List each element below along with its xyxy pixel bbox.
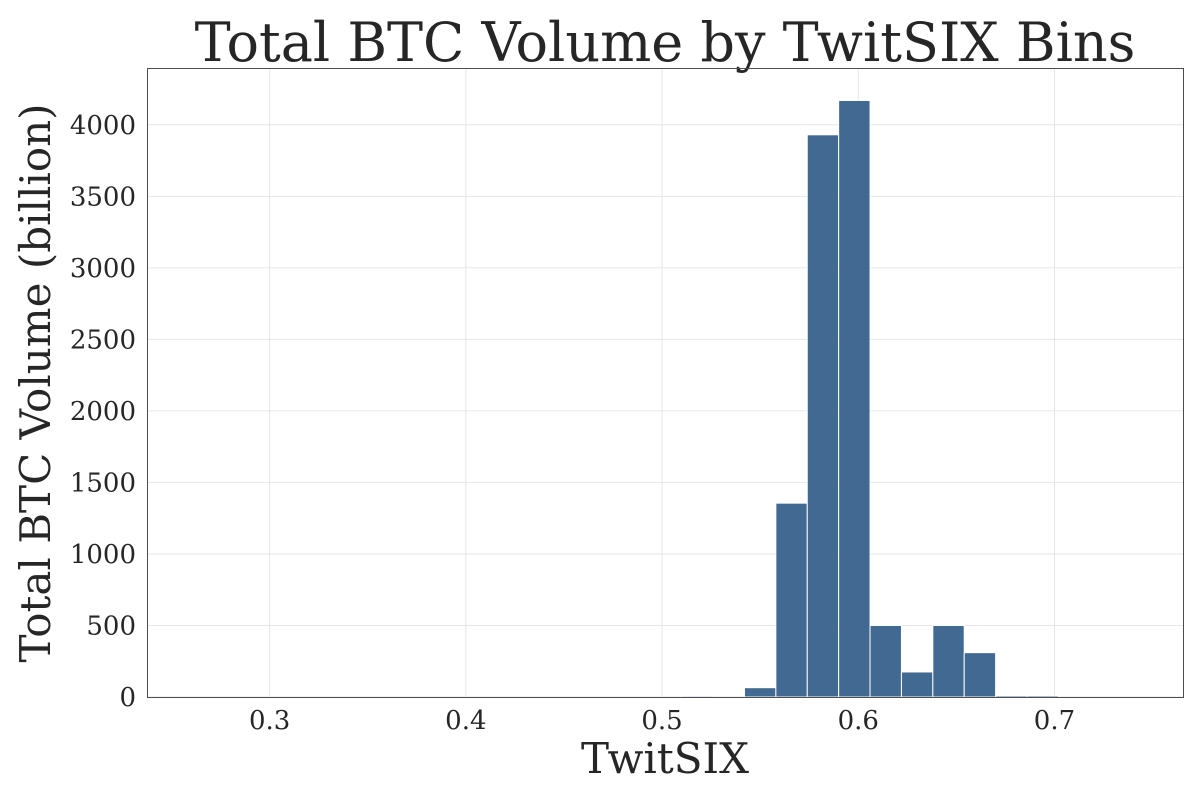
y-tick-label: 4000 [70, 111, 136, 141]
y-tick-label: 500 [86, 611, 136, 641]
y-tick-label: 1000 [70, 540, 136, 570]
x-tick-label: 0.6 [838, 706, 879, 736]
y-tick-label: 0 [119, 683, 136, 713]
histogram-bar [995, 695, 1028, 698]
histogram-bar [900, 671, 934, 698]
y-tick-labels: 0 500 1000 1500 2000 2500 3000 3500 4000 [70, 111, 136, 713]
histogram-bar [775, 502, 808, 698]
histogram-bar [681, 695, 714, 698]
grid-layer [148, 69, 1183, 698]
y-tick-label: 2000 [70, 397, 136, 427]
x-tick-label: 0.4 [445, 706, 486, 736]
histogram-bar [963, 652, 997, 698]
x-axis-label: TwitSIX [581, 734, 749, 783]
histogram-bar [838, 99, 871, 698]
histogram-bar [869, 624, 902, 698]
y-tick-label: 3000 [70, 254, 136, 284]
histogram-bar [743, 687, 777, 698]
plot-frame [147, 68, 1184, 698]
x-tick-label: 0.3 [249, 706, 290, 736]
y-axis-label: Total BTC Volume (billion) [11, 103, 60, 662]
chart-title: Total BTC Volume by TwitSIX Bins [195, 11, 1136, 74]
bars-layer [681, 99, 1059, 698]
x-tick-label: 0.7 [1034, 706, 1075, 736]
histogram-bar [932, 624, 965, 698]
histogram-bar [1026, 695, 1059, 698]
x-tick-label: 0.5 [641, 706, 682, 736]
y-tick-label: 3500 [70, 182, 136, 212]
x-tick-labels: 0.3 0.4 0.5 0.6 0.7 [249, 706, 1075, 736]
y-tick-label: 2500 [70, 325, 136, 355]
histogram-bar [806, 134, 840, 698]
y-tick-label: 1500 [70, 468, 136, 498]
